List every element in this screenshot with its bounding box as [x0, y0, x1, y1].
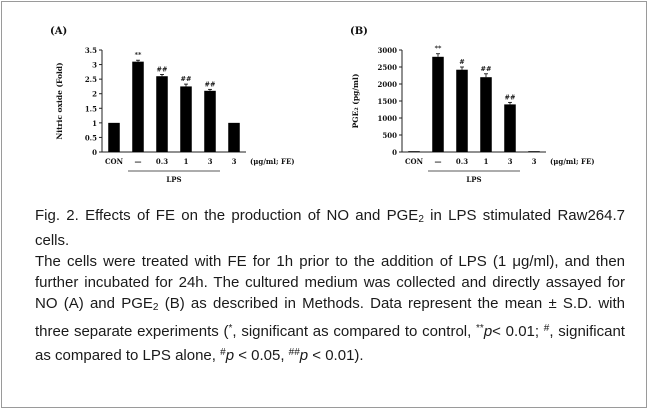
caption-body-text-6: < 0.05,: [234, 347, 289, 364]
chart-b-group-label: LPS: [466, 175, 481, 184]
chart-a-y-tick-label: 1: [92, 119, 97, 128]
chart-b-bar: [504, 104, 516, 152]
chart-a-y-axis-label: Nitric oxide (Fold): [55, 62, 64, 139]
chart-a-y-tick-label: 0: [92, 148, 97, 157]
chart-a-significance-mark: ##: [157, 65, 168, 73]
chart-b-significance-mark: ##: [481, 65, 492, 73]
chart-b-x-tick-label: 3: [508, 157, 513, 166]
caption-body-text-5: , significant as compared to LPS alone,: [35, 323, 625, 364]
caption-hash-2: #: [220, 347, 226, 358]
chart-b-bar: [408, 151, 420, 152]
chart-a-x-tick-label: —: [135, 157, 142, 166]
chart-b-y-tick-label: 1500: [378, 97, 398, 106]
caption-body-text-3: , significant as compared to control,: [232, 323, 477, 340]
chart-b-bar: [480, 77, 492, 152]
chart-a-y-tick-label: 3.5: [85, 46, 97, 55]
caption-p-symbol-2: p: [225, 347, 235, 364]
chart-b-unit-label: (μg/ml; FE): [550, 157, 595, 166]
caption-double-hash: ##: [288, 347, 300, 358]
caption-star: *: [228, 323, 233, 334]
chart-b-y-tick-label: 2000: [378, 80, 398, 89]
chart-b-x-tick-label: 1: [484, 157, 489, 166]
chart-a-y-tick-label: 3: [92, 61, 97, 70]
caption-title-text-end: in LPS stimulated Raw264.7 cells.: [35, 207, 625, 249]
chart-a-unit-label: (μg/ml; FE): [250, 157, 295, 166]
caption-body-text-4: < 0.01;: [492, 323, 544, 340]
chart-a-x-tick-label: 3: [208, 157, 213, 166]
chart-b-bar: [432, 56, 444, 152]
caption-title-text: Fig. 2. Effects of FE on the production …: [35, 207, 419, 224]
chart-b-y-axis-label: PGE₂ (pg/ml): [351, 74, 360, 129]
chart-a-group-label: LPS: [166, 175, 181, 184]
caption-body-text-2: (B) as described in Methods. Data repres…: [35, 295, 625, 340]
caption-title-subscript: 2: [418, 214, 424, 225]
chart-a-bar: [180, 86, 192, 152]
chart-b-x-tick-label: CON: [405, 157, 424, 166]
chart-a-bar: [204, 90, 216, 152]
chart-a-bar: [108, 122, 120, 152]
chart-b-significance-mark: ##: [505, 93, 516, 101]
caption-body-subscript: 2: [152, 302, 159, 313]
chart-a-x-tick-label: 3: [232, 157, 237, 166]
chart-b-significance-mark: #: [459, 58, 464, 66]
chart-a-significance-mark: ##: [181, 75, 192, 83]
chart-b-significance-mark: **: [435, 45, 442, 53]
chart-panel-b: (B) 0 500 1000 1500 2000 2500 3000 PGE₂ (pg/ml) C…: [350, 26, 595, 184]
chart-a-bar: [132, 61, 144, 152]
caption-hash: #: [543, 323, 550, 334]
chart-b-bar: [528, 151, 540, 152]
chart-a-bar: [156, 76, 168, 152]
chart-a-y-tick-label: 2.5: [85, 75, 97, 84]
chart-b-y-tick-label: 500: [382, 131, 397, 140]
chart-b-y-tick-label: 3000: [378, 46, 398, 55]
chart-a-x-tick-label: 0.3: [156, 157, 168, 166]
chart-a-significance-mark: ##: [205, 80, 216, 88]
chart-b-bar: [456, 69, 468, 152]
chart-panel-a: (A) 0 0.5 1 1.5 2 2.5 3 3.5 Nitric oxide (Fold) CO…: [50, 26, 295, 184]
chart-b-y-tick-label: 1000: [378, 114, 398, 123]
caption-body-text: The cells were treated with FE for 1h pr…: [35, 253, 625, 312]
chart-a-y-tick-label: 2: [92, 90, 97, 99]
chart-a-panel-label: (A): [50, 26, 67, 37]
chart-a-y-tick-label: 1.5: [85, 104, 97, 113]
caption-double-star: **: [476, 323, 484, 334]
chart-b-y-tick-label: 2500: [378, 63, 398, 72]
chart-b-x-tick-label: 0.3: [456, 157, 468, 166]
caption-body-text-7: < 0.01).: [308, 347, 364, 364]
chart-a-y-tick-label: 0.5: [85, 133, 97, 142]
caption-p-symbol: p: [483, 323, 493, 340]
chart-a-x-tick-label: CON: [105, 157, 124, 166]
caption-title: Fig. 2. Effects of FE on the production …: [35, 205, 625, 251]
chart-a-significance-mark: **: [135, 51, 142, 59]
chart-b-panel-label: (B): [350, 26, 368, 37]
chart-b-x-tick-label: —: [435, 157, 442, 166]
figure-caption: Fig. 2. Effects of FE on the production …: [35, 205, 625, 366]
chart-a-bar: [228, 122, 240, 152]
caption-body: The cells were treated with FE for 1h pr…: [35, 251, 625, 366]
chart-b-x-tick-label: 3: [532, 157, 537, 166]
caption-p-symbol-3: p: [299, 347, 309, 364]
chart-a-x-tick-label: 1: [184, 157, 189, 166]
chart-b-y-tick-label: 0: [392, 148, 397, 157]
